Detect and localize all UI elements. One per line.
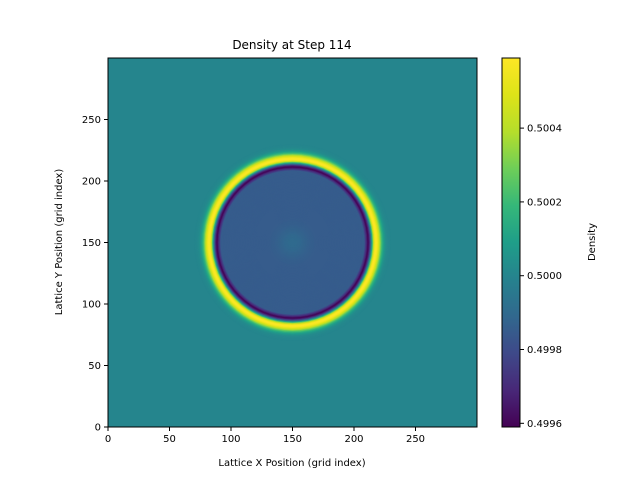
y-tick-label: 150 (82, 238, 101, 249)
x-tick-label: 100 (221, 434, 240, 445)
y-axis-ticks: 0 50 100 150 200 250 (82, 115, 108, 434)
x-axis-ticks: 0 50 100 150 200 250 (105, 427, 425, 445)
x-tick-label: 250 (406, 434, 425, 445)
chart-title: Density at Step 114 (232, 38, 351, 52)
x-axis-label: Lattice X Position (grid index) (218, 458, 365, 469)
x-tick-label: 200 (344, 434, 363, 445)
density-ring-field (194, 144, 391, 341)
colorbar-tick-label: 0.5000 (527, 271, 562, 282)
colorbar-gradient (502, 58, 520, 427)
y-tick-label: 100 (82, 300, 101, 311)
y-axis-label: Lattice Y Position (grid index) (54, 169, 65, 316)
y-tick-label: 50 (88, 361, 101, 372)
y-tick-label: 0 (95, 423, 101, 434)
x-tick-label: 50 (163, 434, 176, 445)
colorbar-tick-label: 0.4996 (527, 419, 562, 430)
y-tick-label: 250 (82, 115, 101, 126)
colorbar-label: Density (587, 223, 598, 261)
colorbar-tick-label: 0.5004 (527, 124, 562, 135)
colorbar-ticks: 0.4996 0.4998 0.5000 0.5002 0.5004 (520, 124, 562, 430)
heatmap-plot-area (107, 57, 478, 428)
colorbar: 0.4996 0.4998 0.5000 0.5002 0.5004 Density (501, 57, 598, 430)
density-band (291, 241, 294, 244)
x-tick-label: 150 (283, 434, 302, 445)
y-tick-label: 200 (82, 177, 101, 188)
x-tick-label: 0 (105, 434, 111, 445)
colorbar-tick-label: 0.4998 (527, 345, 562, 356)
colorbar-tick-label: 0.5002 (527, 197, 562, 208)
colorbar-frame (501, 57, 521, 428)
